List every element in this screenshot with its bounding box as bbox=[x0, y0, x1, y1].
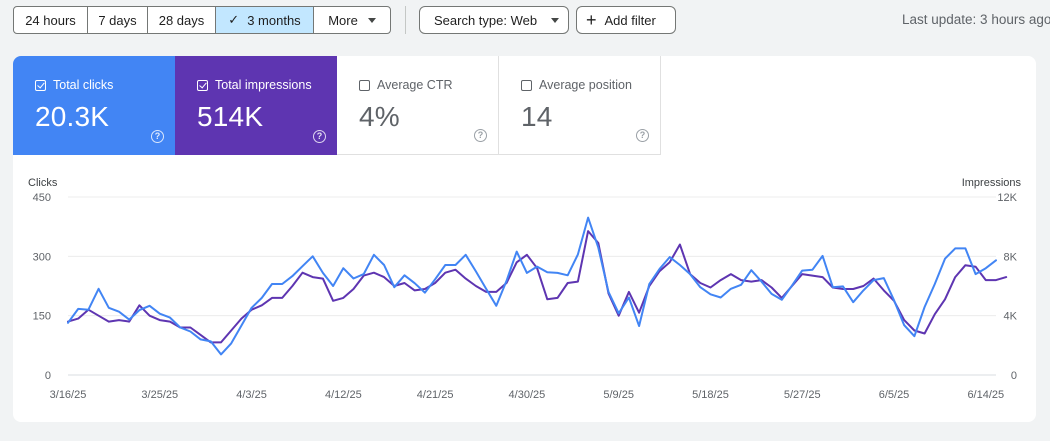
x-tick-label: 4/21/25 bbox=[417, 389, 454, 401]
chart-lines bbox=[67, 216, 1008, 356]
y-left-tick-label: 450 bbox=[33, 192, 51, 204]
metric-label: Total clicks bbox=[53, 78, 114, 92]
plus-icon: + bbox=[586, 10, 597, 30]
y-right-tick-label: 8K bbox=[1004, 251, 1018, 263]
chart-labels: 0 150 300 450 0 4K 8K 12K Clicks Impressions 3/16/… bbox=[28, 177, 1022, 401]
x-tick-label: 5/9/25 bbox=[603, 389, 634, 401]
series-line-impressions bbox=[67, 230, 1008, 344]
metric-tile-total-impressions[interactable]: Total impressions 514K ? bbox=[175, 56, 337, 155]
metric-label: Total impressions bbox=[215, 78, 312, 92]
search-type-label: Search type: Web bbox=[434, 12, 538, 28]
range-label: More bbox=[328, 12, 358, 28]
y-right-tick-label: 4K bbox=[1004, 311, 1018, 323]
performance-chart-svg: 0 150 300 450 0 4K 8K 12K Clicks Impressions 3/16/… bbox=[28, 177, 1022, 401]
toolbar-divider bbox=[405, 6, 406, 34]
checkbox-unchecked-icon[interactable] bbox=[359, 80, 370, 91]
last-update-text: Last update: 3 hours ago bbox=[902, 12, 1050, 27]
metric-value: 20.3K bbox=[35, 101, 110, 132]
date-range-segmented: 24 hours 7 days 28 days ✓ 3 months More bbox=[13, 6, 391, 34]
add-filter-button[interactable]: + Add filter bbox=[576, 6, 676, 34]
help-icon[interactable]: ? bbox=[313, 130, 326, 143]
range-label: 24 hours bbox=[25, 12, 76, 28]
range-label: 3 months bbox=[247, 12, 301, 28]
checkbox-checked-icon[interactable] bbox=[35, 80, 46, 91]
performance-chart: 0 150 300 450 0 4K 8K 12K Clicks Impressions 3/16/… bbox=[13, 56, 1036, 422]
metric-value: 14 bbox=[521, 101, 553, 132]
x-tick-label: 6/14/25 bbox=[967, 389, 1004, 401]
performance-card: Total clicks 20.3K ? Total impressions 5… bbox=[13, 56, 1036, 422]
metric-label: Average CTR bbox=[377, 78, 453, 92]
y-left-tick-label: 0 bbox=[45, 370, 51, 382]
metric-tile-average-ctr[interactable]: Average CTR 4% ? bbox=[337, 56, 499, 155]
range-7-days-button[interactable]: 7 days bbox=[88, 7, 148, 33]
checkbox-checked-icon[interactable] bbox=[197, 80, 208, 91]
range-24-hours-button[interactable]: 24 hours bbox=[14, 7, 88, 33]
search-type-dropdown[interactable]: Search type: Web bbox=[419, 6, 569, 34]
add-filter-label: Add filter bbox=[604, 12, 656, 28]
checkbox-unchecked-icon[interactable] bbox=[521, 80, 532, 91]
x-tick-label: 3/16/25 bbox=[50, 389, 87, 401]
help-icon[interactable]: ? bbox=[474, 129, 487, 142]
toolbar: 24 hours 7 days 28 days ✓ 3 months More S… bbox=[0, 0, 1050, 40]
chart-grid bbox=[68, 196, 996, 376]
range-more-button[interactable]: More bbox=[314, 7, 390, 33]
metric-tile-total-clicks[interactable]: Total clicks 20.3K ? bbox=[13, 56, 175, 155]
series-line-clicks bbox=[67, 216, 997, 356]
y-right-tick-label: 0 bbox=[1011, 370, 1017, 382]
metric-label: Average position bbox=[539, 78, 632, 92]
caret-down-icon bbox=[551, 17, 560, 23]
check-icon: ✓ bbox=[228, 12, 240, 27]
metric-value: 514K bbox=[197, 101, 264, 132]
x-tick-label: 3/25/25 bbox=[141, 389, 178, 401]
x-tick-label: 4/3/25 bbox=[236, 389, 267, 401]
metric-value: 4% bbox=[359, 101, 400, 132]
range-3-months-button[interactable]: ✓ 3 months bbox=[216, 7, 314, 33]
y-right-tick-label: 12K bbox=[997, 192, 1017, 204]
x-tick-label: 5/27/25 bbox=[784, 389, 821, 401]
x-tick-label: 5/18/25 bbox=[692, 389, 729, 401]
x-tick-label: 4/12/25 bbox=[325, 389, 362, 401]
help-icon[interactable]: ? bbox=[151, 130, 164, 143]
y-left-axis-title: Clicks bbox=[28, 177, 58, 189]
help-icon[interactable]: ? bbox=[636, 129, 649, 142]
x-tick-label: 4/30/25 bbox=[509, 389, 546, 401]
x-tick-label: 6/5/25 bbox=[879, 389, 910, 401]
caret-down-icon bbox=[367, 17, 376, 23]
metric-tile-average-position[interactable]: Average position 14 ? bbox=[499, 56, 661, 155]
range-label: 7 days bbox=[98, 12, 137, 28]
range-label: 28 days bbox=[158, 12, 205, 28]
y-left-tick-label: 150 bbox=[33, 311, 51, 323]
range-28-days-button[interactable]: 28 days bbox=[148, 7, 216, 33]
y-right-axis-title: Impressions bbox=[962, 177, 1022, 189]
y-left-tick-label: 300 bbox=[33, 251, 51, 263]
